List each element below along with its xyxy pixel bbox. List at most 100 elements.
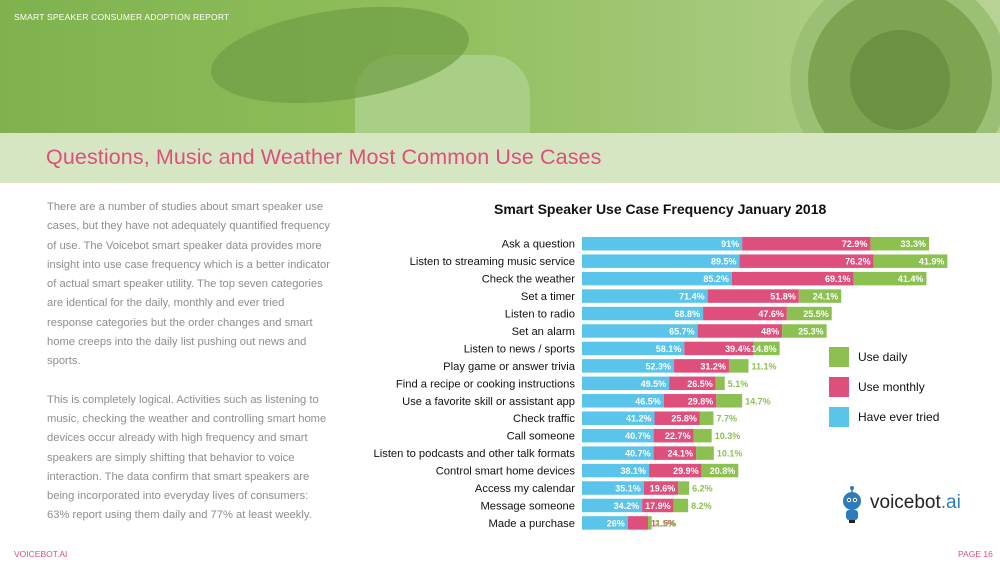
bar-value-label: 24.1% bbox=[813, 292, 839, 302]
bar-segment bbox=[582, 516, 628, 530]
bar-value-label: 33.3% bbox=[901, 239, 927, 249]
bar-segment bbox=[582, 341, 685, 356]
bar-value-label: 10.1% bbox=[717, 449, 743, 459]
robot-mascot-icon bbox=[843, 486, 861, 523]
bar-value-label: 72.9% bbox=[842, 239, 868, 249]
bar-segment bbox=[582, 498, 643, 513]
bar-value-label: 46.5% bbox=[635, 396, 661, 406]
bar-value-label: 71.4% bbox=[679, 292, 705, 302]
bar-value-label: 22.7% bbox=[665, 431, 691, 441]
bar-segment bbox=[701, 463, 739, 478]
voicebot-logo: voicebot.ai bbox=[838, 486, 961, 526]
bar-segment bbox=[707, 289, 799, 303]
bar-segment bbox=[582, 376, 670, 391]
bar-segment bbox=[715, 376, 725, 391]
bar-segment bbox=[582, 428, 654, 443]
legend-swatch-monthly bbox=[829, 377, 849, 397]
bar-segment bbox=[870, 236, 930, 251]
bar-value-label: 51.8% bbox=[770, 292, 796, 302]
bar-segment bbox=[582, 306, 704, 321]
body-paragraph: This is completely logical. Activities s… bbox=[47, 393, 327, 522]
bar-segment bbox=[648, 516, 652, 530]
bar-value-label: 19.6% bbox=[650, 484, 676, 494]
category-label: Access my calendar bbox=[475, 483, 575, 495]
bar-segment bbox=[582, 446, 654, 460]
bar-value-label: 58.1% bbox=[656, 344, 682, 354]
bar-value-label: 85.2% bbox=[703, 274, 729, 284]
bar-value-label: 41.4% bbox=[898, 274, 924, 284]
bar-value-label: 69.1% bbox=[825, 274, 851, 284]
bar-segment bbox=[582, 394, 664, 408]
bar-segment bbox=[642, 498, 674, 513]
bar-value-label: 34.2% bbox=[614, 501, 640, 511]
bar-value-label: 14.8% bbox=[751, 344, 777, 354]
bar-value-label: 48% bbox=[761, 326, 779, 336]
bar-segment bbox=[653, 446, 697, 460]
category-label: Listen to podcasts and other talk format… bbox=[374, 448, 576, 460]
bar-segment bbox=[731, 271, 854, 286]
page-title: Questions, Music and Weather Most Common… bbox=[46, 145, 602, 169]
bar-value-label: 68.8% bbox=[675, 309, 701, 319]
bar-value-label: 29.8% bbox=[688, 396, 714, 406]
bar-value-label: 40.7% bbox=[625, 431, 651, 441]
bar-segment bbox=[627, 516, 648, 530]
bar-segment bbox=[654, 411, 700, 425]
bar-value-label: 41.2% bbox=[626, 414, 652, 424]
bar-segment bbox=[582, 289, 708, 303]
category-label: Play game or answer trivia bbox=[443, 361, 576, 373]
legend-label: Use monthly bbox=[858, 380, 925, 394]
bar-segment bbox=[673, 498, 689, 513]
brand-name: voicebot bbox=[870, 492, 941, 513]
bar-value-label: 52.3% bbox=[646, 361, 672, 371]
bar-segment bbox=[742, 236, 871, 251]
bar-segment bbox=[696, 446, 714, 460]
bar-value-label: 91% bbox=[721, 239, 739, 249]
bar-segment bbox=[699, 411, 714, 425]
page-number: PAGE 16 bbox=[958, 549, 993, 559]
legend-label: Have ever tried bbox=[858, 410, 940, 424]
bar-value-label: 65.7% bbox=[669, 326, 695, 336]
bar-segment bbox=[697, 324, 783, 338]
header-photo-banner: SMART SPEAKER CONSUMER ADOPTION REPORT bbox=[0, 0, 1000, 133]
title-band bbox=[0, 133, 1000, 183]
category-label: Set an alarm bbox=[512, 326, 575, 338]
bar-value-label: 26% bbox=[607, 518, 625, 528]
bar-value-label: 29.9% bbox=[673, 466, 699, 476]
bar-segment bbox=[684, 341, 754, 356]
bar-segment bbox=[582, 463, 650, 478]
bar-segment bbox=[678, 481, 690, 495]
category-label: Listen to news / sports bbox=[464, 343, 576, 355]
category-label: Listen to radio bbox=[505, 309, 575, 321]
category-label: Set a timer bbox=[521, 291, 575, 303]
report-label: SMART SPEAKER CONSUMER ADOPTION REPORT bbox=[14, 12, 230, 22]
bar-segment bbox=[693, 428, 712, 443]
bar-value-label: 39.4% bbox=[725, 344, 751, 354]
bar-value-label: 17.9% bbox=[645, 501, 671, 511]
body-paragraph: There are a number of studies about smar… bbox=[47, 201, 330, 368]
brand-wordmark: voicebot.ai bbox=[870, 492, 961, 514]
bar-value-label: 8.2% bbox=[691, 501, 712, 511]
bar-segment bbox=[669, 376, 716, 391]
body-text: There are a number of studies about smar… bbox=[47, 198, 331, 545]
bar-value-label: 14.7% bbox=[745, 396, 771, 406]
bar-segment bbox=[643, 481, 679, 495]
bar-value-label: 2.1% bbox=[655, 518, 676, 528]
category-label: Check the weather bbox=[482, 274, 576, 286]
bar-segment bbox=[582, 236, 743, 251]
category-label: Use a favorite skill or assistant app bbox=[402, 396, 575, 408]
bar-value-label: 89.5% bbox=[711, 257, 737, 267]
legend-swatch-ever-tried bbox=[829, 407, 849, 427]
bar-value-label: 40.7% bbox=[625, 449, 651, 459]
bar-segment bbox=[649, 463, 702, 478]
category-label: Made a purchase bbox=[489, 518, 575, 530]
speaker-driver-center-shape bbox=[850, 30, 950, 130]
bar-value-label: 35.1% bbox=[615, 484, 641, 494]
bar-segment bbox=[753, 341, 780, 356]
category-label: Ask a question bbox=[502, 239, 575, 251]
bar-value-label: 47.6% bbox=[758, 309, 784, 319]
bar-value-label: 20.8% bbox=[710, 466, 736, 476]
bar-value-label: 24.1% bbox=[668, 449, 694, 459]
bar-segment bbox=[786, 306, 832, 321]
bar-segment bbox=[782, 324, 827, 338]
category-label: Message someone bbox=[480, 500, 575, 512]
